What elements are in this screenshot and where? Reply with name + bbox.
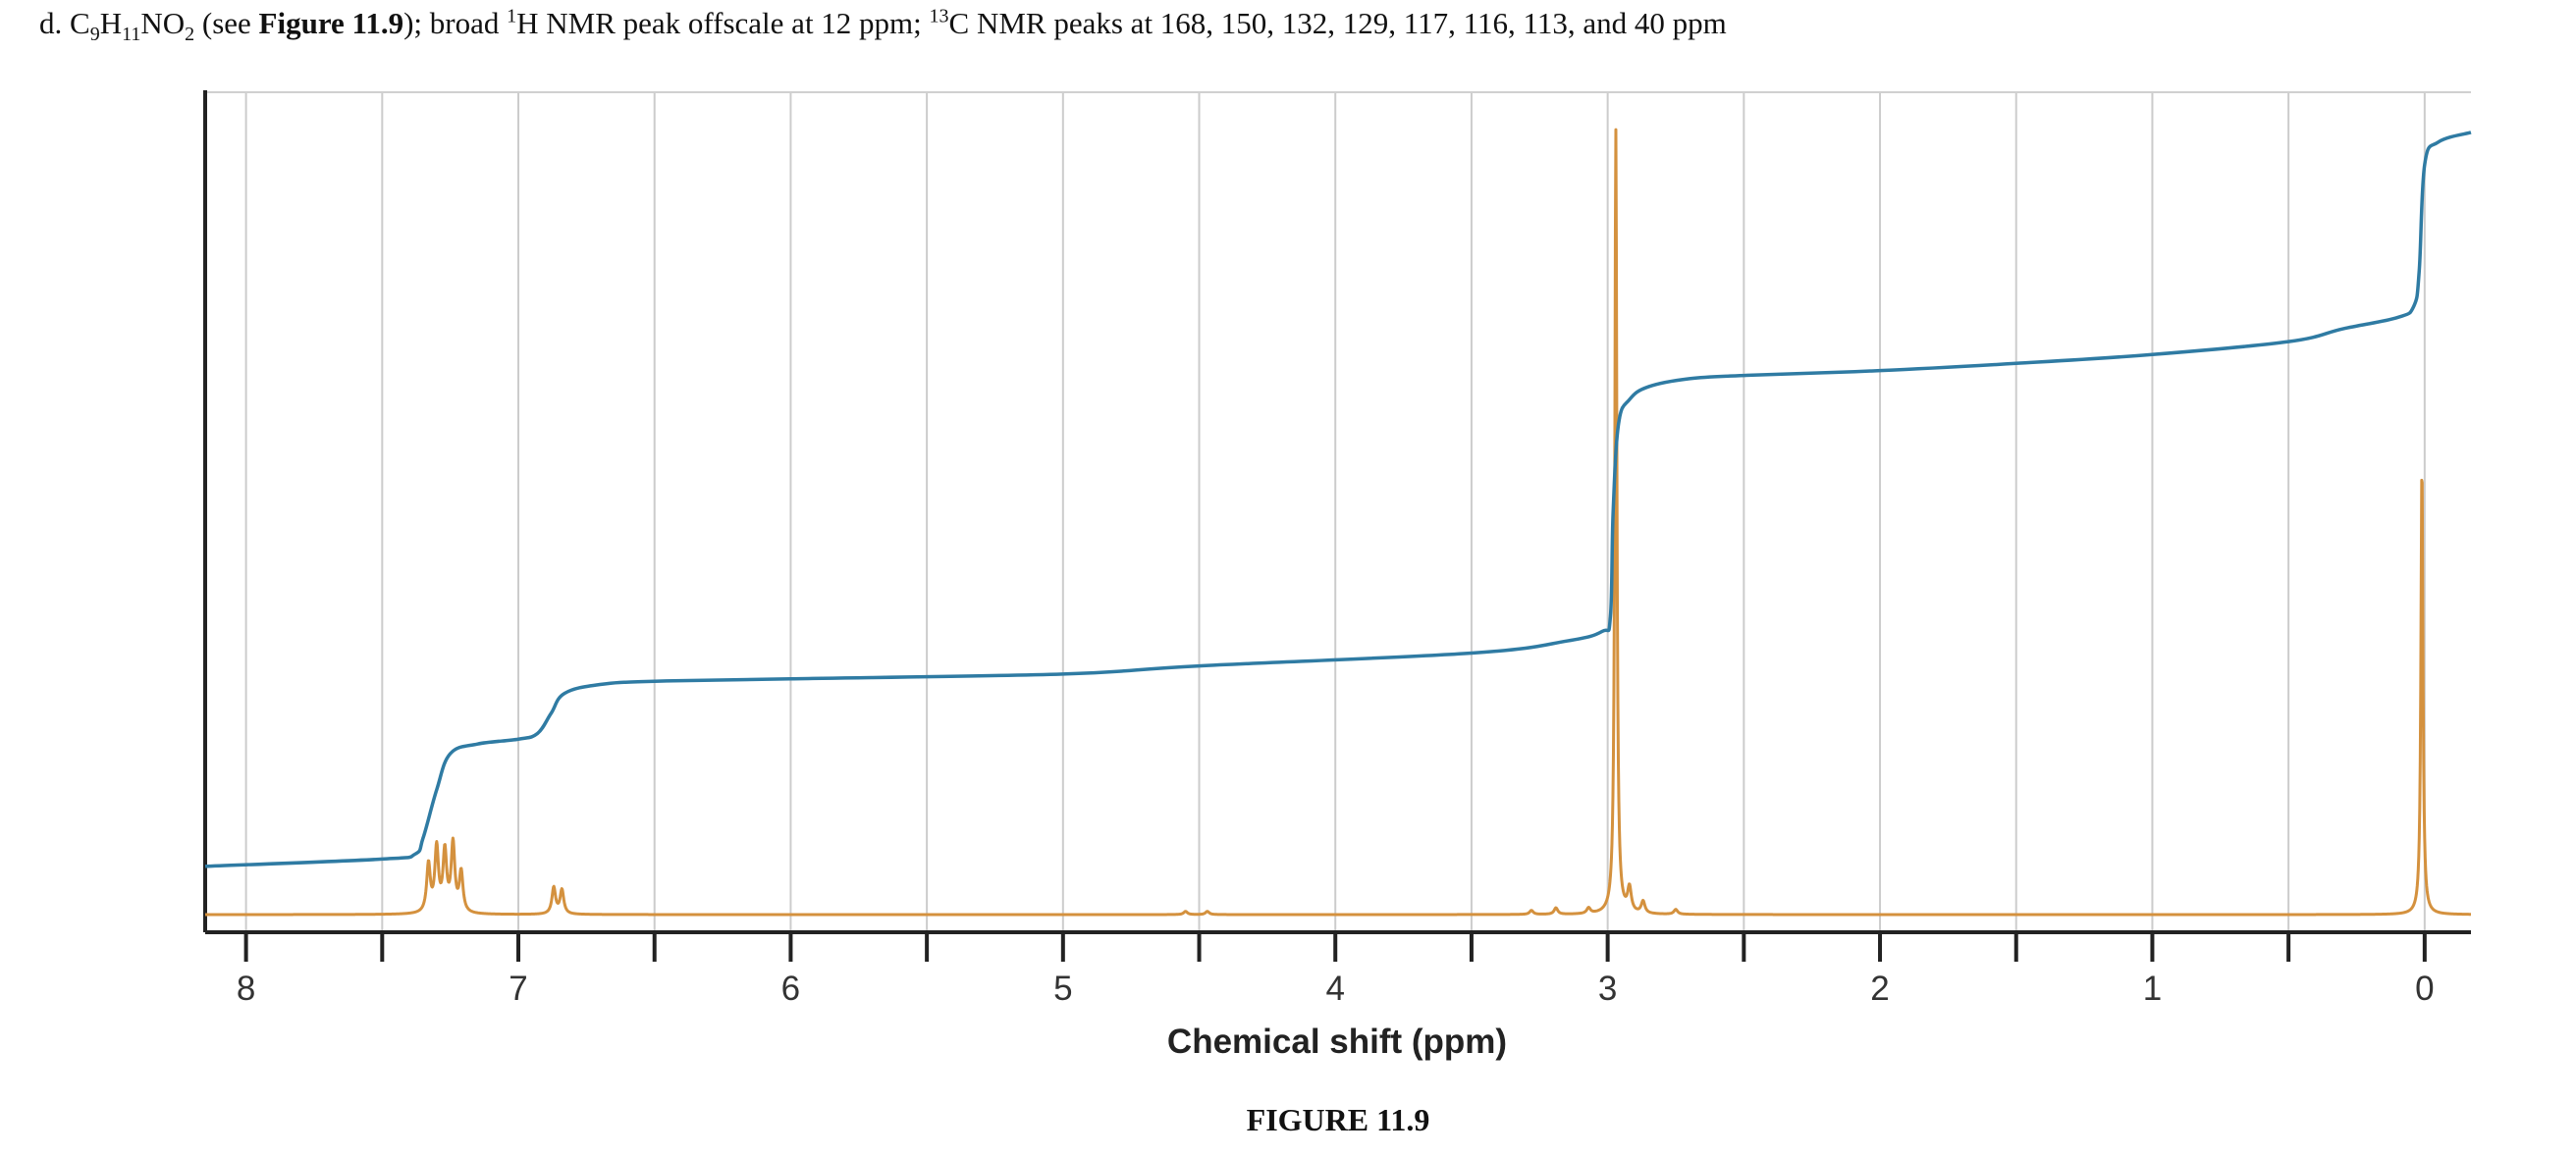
- x-axis-ticks: 8 7 6 5 4 3 2 1 0: [237, 932, 2435, 1008]
- x-tick-label: 0: [2415, 970, 2434, 1008]
- x-tick-label: 3: [1598, 970, 1617, 1008]
- x-tick-label: 7: [509, 970, 527, 1008]
- problem-label: d.: [39, 6, 63, 40]
- figure-caption: FIGURE 11.9: [1246, 1102, 1430, 1137]
- grid-lines: [244, 92, 2426, 932]
- x-axis-label: Chemical shift (ppm): [1167, 1023, 1507, 1061]
- x-tick-label: 6: [781, 970, 800, 1008]
- x-tick-label: 5: [1053, 970, 1072, 1008]
- figure-reference: Figure 11.9: [258, 6, 404, 40]
- molecular-formula: C9H11NO2: [70, 6, 195, 46]
- spectrum-line: [204, 128, 2472, 917]
- plot-frame: [203, 90, 2471, 934]
- spectrum-series: [204, 128, 2472, 917]
- nmr-spectrum-chart: 8 7 6 5 4 3 2 1 0 Chemical shift (ppm): [203, 90, 2472, 1061]
- x-tick-label: 2: [1870, 970, 1889, 1008]
- h-nmr-note: H NMR peak offscale at 12 ppm;: [516, 6, 930, 40]
- x-tick-label: 4: [1325, 970, 1344, 1008]
- x-tick-label: 1: [2143, 970, 2162, 1008]
- problem-statement: d. C9H11NO2 (see Figure 11.9); broad 1H …: [39, 5, 1727, 46]
- integral-series: [204, 131, 2472, 868]
- x-tick-label: 8: [237, 970, 255, 1008]
- integral-line: [204, 131, 2472, 868]
- c-nmr-note: C NMR peaks at 168, 150, 132, 129, 117, …: [948, 6, 1727, 40]
